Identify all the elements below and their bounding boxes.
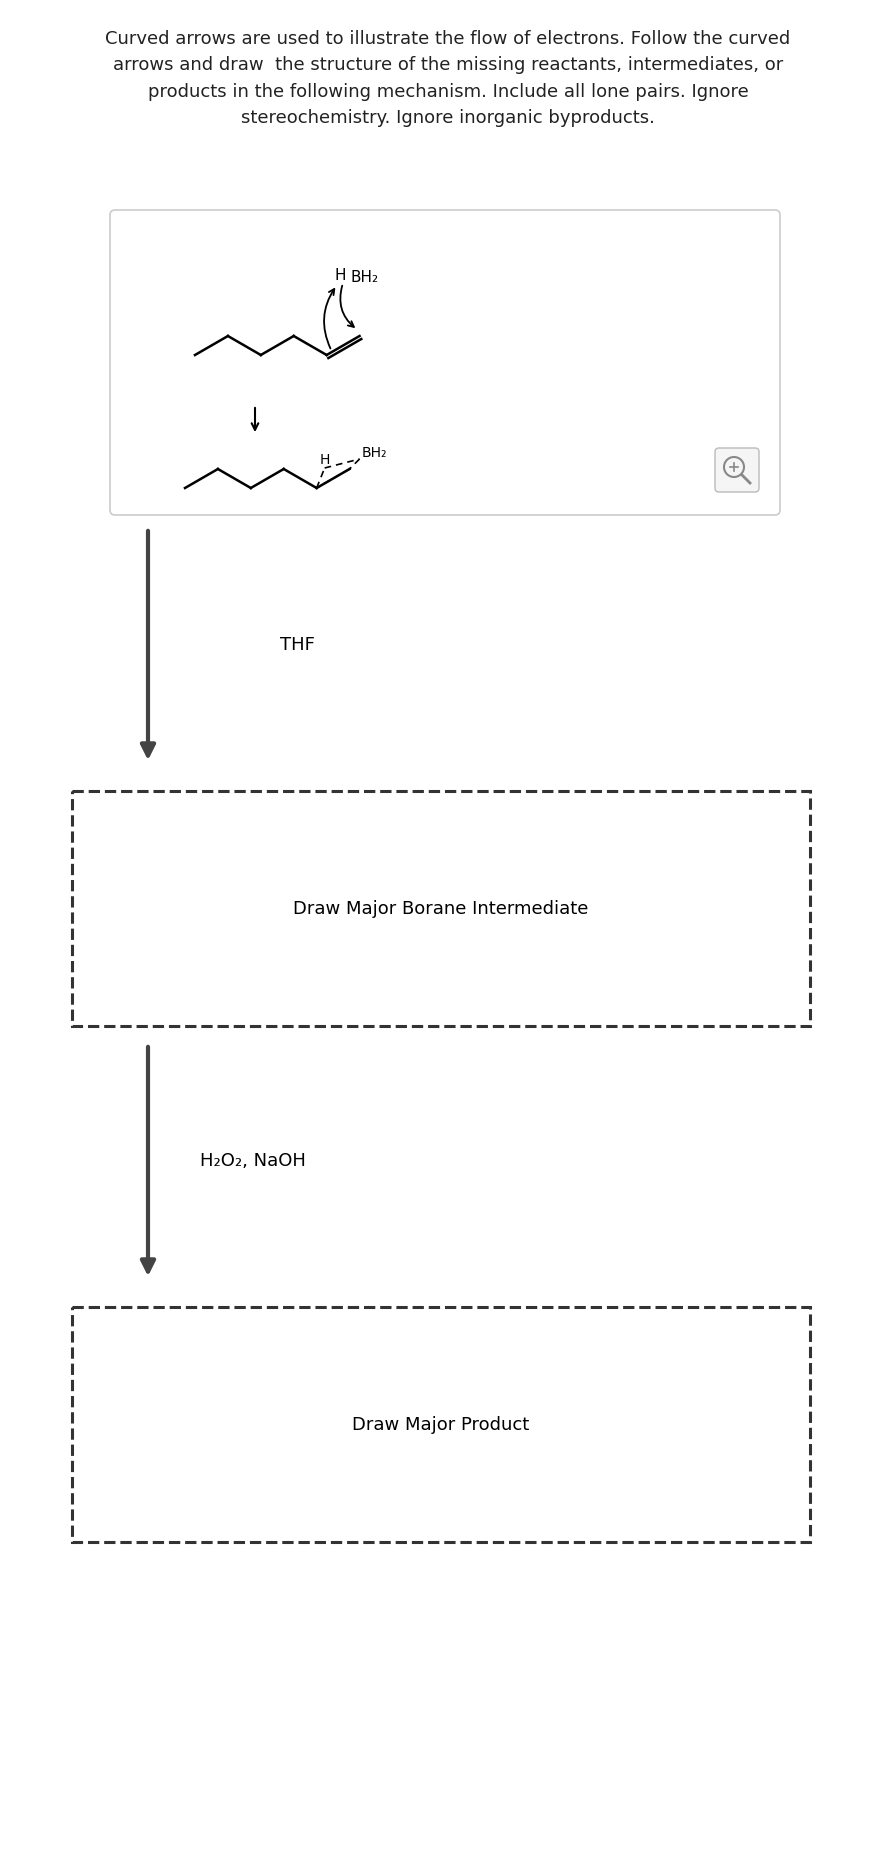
Text: Draw Major Product: Draw Major Product [352, 1415, 530, 1433]
Text: BH₂: BH₂ [362, 445, 387, 460]
Text: H₂O₂, NaOH: H₂O₂, NaOH [200, 1152, 306, 1171]
Text: H: H [320, 453, 330, 468]
FancyBboxPatch shape [110, 211, 780, 514]
Bar [72, 1307, 810, 1542]
Bar [72, 790, 810, 1025]
FancyArrowPatch shape [340, 285, 354, 326]
Text: Curved arrows are used to illustrate the flow of electrons. Follow the curved
ar: Curved arrows are used to illustrate the… [106, 30, 790, 127]
FancyBboxPatch shape [715, 447, 759, 492]
Text: THF: THF [280, 636, 314, 654]
Text: H: H [334, 268, 346, 283]
Text: BH₂: BH₂ [350, 270, 378, 285]
FancyArrowPatch shape [324, 289, 334, 349]
Text: Draw Major Borane Intermediate: Draw Major Borane Intermediate [293, 900, 589, 917]
